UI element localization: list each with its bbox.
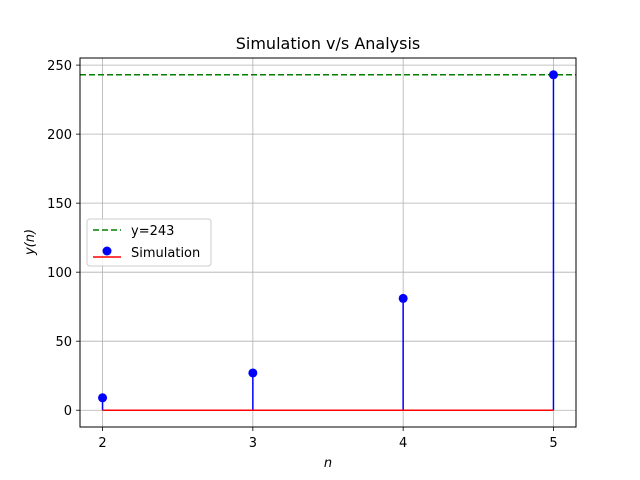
- plot-area: [80, 70, 576, 411]
- x-tick-label: 4: [399, 436, 407, 451]
- y-tick-label: 200: [47, 128, 72, 143]
- y-tick-label: 250: [47, 59, 72, 74]
- stem-marker: [98, 393, 108, 403]
- stem-marker: [248, 368, 258, 378]
- y-tick-label: 100: [47, 266, 72, 281]
- legend-marker-swatch: [102, 246, 112, 256]
- x-tick-label: 5: [549, 436, 557, 451]
- plot-frame: [79, 57, 577, 428]
- grid: [80, 58, 576, 427]
- x-axis-label: n: [324, 456, 332, 471]
- y-axis-label: y(n): [23, 229, 38, 256]
- y-tick-label: 150: [47, 197, 72, 212]
- legend-label-hline: y=243: [131, 224, 174, 239]
- x-tick-label: 3: [249, 436, 257, 451]
- legend-label-simulation: Simulation: [131, 246, 200, 261]
- legend-box: [86, 218, 212, 267]
- stem-marker: [398, 293, 408, 303]
- chart-title: Simulation v/s Analysis: [236, 34, 421, 53]
- y-tick-label: 50: [55, 335, 72, 350]
- y-tick-label: 0: [64, 404, 72, 419]
- stem-marker: [548, 70, 558, 80]
- x-tick-label: 2: [98, 436, 106, 451]
- legend: y=243 Simulation: [86, 218, 212, 267]
